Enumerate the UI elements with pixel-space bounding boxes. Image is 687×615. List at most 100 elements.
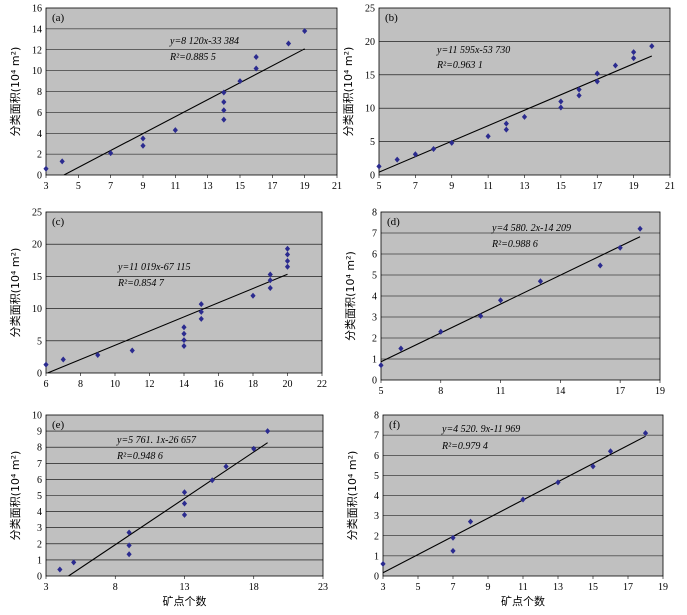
y-tick-label: 10	[32, 411, 42, 422]
x-tick-label: 8	[78, 379, 83, 390]
x-tick-label: 3	[44, 181, 49, 192]
y-tick-label: 8	[374, 411, 379, 422]
data-point	[430, 145, 437, 152]
x-tick-label: 19	[300, 181, 310, 192]
y-tick-label: 6	[37, 108, 42, 119]
x-tick-label: 10	[110, 379, 120, 390]
data-point	[558, 104, 564, 111]
data-point	[223, 463, 229, 470]
y-tick-label: 0	[37, 572, 42, 583]
x-tick-label: 3	[44, 582, 49, 593]
y-tick-label: 15	[32, 272, 42, 283]
data-point	[181, 511, 188, 518]
y-tick-label: 2	[37, 150, 42, 161]
y-tick-label: 8	[37, 443, 42, 454]
data-point	[59, 158, 65, 165]
y-tick-label: 6	[372, 250, 377, 261]
y-axis-label: 分类面积(10⁴ m²)	[8, 451, 22, 541]
data-point	[576, 92, 582, 99]
panel-label: (b)	[385, 12, 398, 24]
data-point	[497, 297, 504, 304]
data-point	[57, 566, 63, 573]
x-tick-label: 15	[588, 582, 598, 593]
y-tick-label: 10	[32, 66, 42, 77]
x-tick-label: 8	[113, 582, 118, 593]
y-tick-label: 7	[372, 229, 377, 240]
y-tick-label: 25	[32, 208, 42, 219]
y-tick-label: 3	[372, 313, 377, 324]
y-tick-label: 16	[32, 4, 42, 15]
y-tick-label: 6	[374, 451, 379, 462]
data-point	[576, 86, 582, 93]
panel-label: (f)	[389, 419, 400, 431]
x-tick-label: 19	[655, 386, 665, 397]
x-tick-label: 9	[486, 582, 491, 593]
x-tick-label: 20	[283, 379, 293, 390]
x-tick-label: 7	[108, 181, 113, 192]
y-tick-label: 9	[37, 427, 42, 438]
x-tick-label: 5	[377, 181, 382, 192]
x-tick-label: 21	[332, 181, 342, 192]
x-tick-label: 23	[318, 582, 328, 593]
x-tick-label: 14	[179, 379, 189, 390]
x-tick-label: 11	[171, 181, 181, 192]
data-point	[380, 560, 386, 567]
x-tick-label: 22	[317, 379, 327, 390]
x-tick-label: 7	[451, 582, 456, 593]
data-point	[378, 362, 384, 369]
data-point	[140, 135, 146, 142]
x-tick-label: 17	[267, 181, 277, 192]
data-point	[649, 43, 655, 50]
x-tick-label: 19	[658, 582, 668, 593]
y-tick-label: 7	[37, 459, 42, 470]
trendline	[68, 442, 268, 576]
r-squared-label: R²=0.885 5	[169, 52, 216, 63]
data-point	[612, 62, 619, 69]
y-tick-label: 5	[374, 471, 379, 482]
data-point	[285, 40, 292, 47]
y-tick-label: 4	[37, 129, 42, 140]
data-point	[284, 263, 291, 270]
data-point	[251, 445, 257, 452]
x-tick-label: 11	[518, 582, 528, 593]
data-point	[265, 428, 271, 435]
data-point	[558, 98, 564, 105]
x-tick-label: 5	[379, 386, 384, 397]
y-tick-label: 7	[374, 431, 379, 442]
data-point	[198, 308, 204, 315]
data-point	[590, 463, 596, 470]
data-point	[284, 245, 291, 252]
data-point	[172, 127, 178, 134]
y-tick-label: 1	[37, 555, 42, 566]
x-axis-label: 矿点个数	[163, 595, 207, 608]
data-point	[95, 351, 101, 358]
data-point	[394, 156, 400, 163]
data-point	[126, 529, 132, 536]
y-tick-label: 4	[372, 292, 377, 303]
y-axis-label: 分类面积(10⁴ m²)	[343, 251, 357, 341]
x-tick-label: 8	[438, 386, 443, 397]
y-tick-label: 15	[365, 70, 375, 81]
panel-label: (d)	[387, 216, 400, 228]
y-tick-label: 8	[372, 208, 377, 219]
data-point	[467, 518, 474, 525]
x-tick-label: 13	[180, 582, 190, 593]
trendline	[63, 48, 305, 175]
data-point	[140, 142, 146, 149]
data-point	[284, 257, 291, 264]
y-tick-label: 14	[32, 24, 42, 35]
y-axis-label: 分类面积(10⁴ m²)	[8, 248, 22, 338]
y-tick-label: 2	[37, 539, 42, 550]
data-point	[398, 345, 404, 352]
y-tick-label: 2	[372, 334, 377, 345]
x-tick-label: 14	[555, 386, 565, 397]
y-tick-label: 0	[374, 572, 379, 583]
data-point	[198, 315, 204, 322]
data-point	[503, 120, 509, 127]
data-point	[43, 361, 49, 368]
x-tick-label: 12	[145, 379, 155, 390]
y-tick-label: 12	[32, 45, 42, 56]
regression-equation: y=4 580. 2x-14 209	[491, 223, 571, 234]
data-point	[617, 244, 623, 251]
